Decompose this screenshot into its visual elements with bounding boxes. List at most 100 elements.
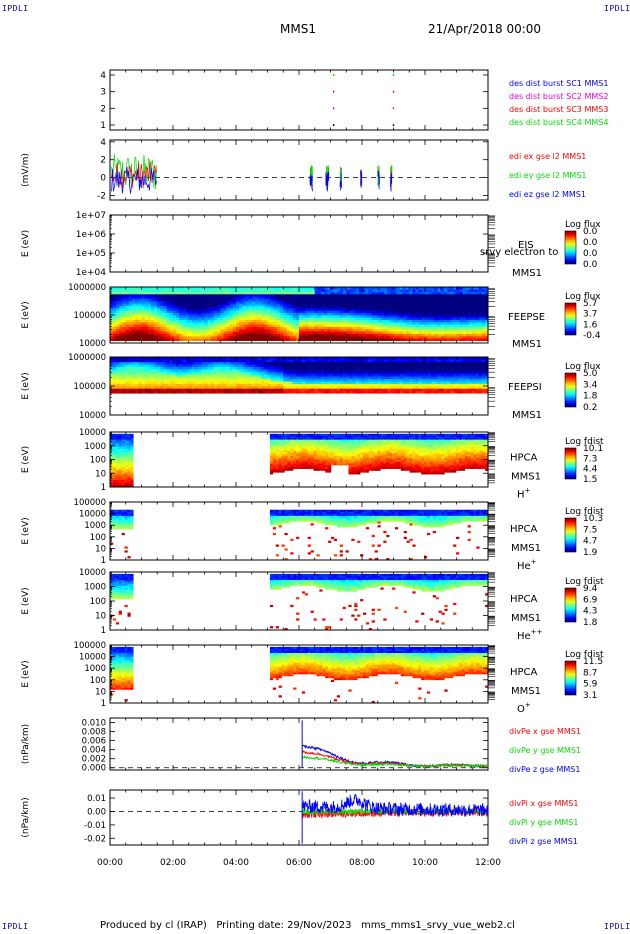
feepsi-cell xyxy=(371,376,375,380)
feepsi-cell xyxy=(276,361,281,365)
feepse-cell xyxy=(267,324,271,327)
feepse-cell xyxy=(317,333,322,337)
feepse-cell xyxy=(150,305,155,309)
feepse-cell xyxy=(132,324,136,327)
feepse-cell xyxy=(210,305,215,309)
feepse-cell xyxy=(295,322,300,325)
feepsi-cell xyxy=(343,390,347,394)
feepse-cell xyxy=(443,298,448,302)
feepsi-cell xyxy=(245,390,249,394)
feepse-cell xyxy=(273,308,278,311)
feepse-cell xyxy=(166,338,171,341)
feepse-cell xyxy=(362,298,366,302)
feepse-cell xyxy=(387,312,391,316)
feepse-cell xyxy=(150,322,155,325)
feepse-cell xyxy=(358,296,363,299)
feepsi-cell xyxy=(368,361,372,365)
feepse-cell xyxy=(453,312,457,316)
feepse-cell xyxy=(188,301,193,304)
feepsi-cell xyxy=(201,371,205,375)
feepsi-cell xyxy=(418,373,423,377)
feepsi-cell xyxy=(229,373,234,377)
feepse-cell xyxy=(122,326,127,330)
feepse-cell xyxy=(472,312,476,316)
feepse-cell xyxy=(116,329,120,332)
feepse-cell xyxy=(437,329,442,332)
feepse-cell xyxy=(163,329,167,332)
feepse-cell xyxy=(261,315,265,318)
feepse-cell xyxy=(450,296,454,299)
feepse-cell xyxy=(333,338,338,341)
feepse-cell xyxy=(321,319,325,323)
feepsi-cell xyxy=(437,359,442,363)
feepse-cell xyxy=(447,331,451,334)
feepse-cell xyxy=(166,287,171,290)
feepse-cell xyxy=(393,303,397,306)
feepse-cell xyxy=(150,296,155,299)
feepse-cell xyxy=(299,289,303,292)
feepsi-cell xyxy=(465,381,470,384)
feepse-cell xyxy=(368,315,372,318)
feepse-cell xyxy=(110,301,114,304)
feepsi-cell xyxy=(147,361,152,365)
feepsi-cell xyxy=(362,390,366,394)
feepsi-cell xyxy=(128,388,133,392)
feepsi-cell xyxy=(314,373,319,377)
feepsi-cell xyxy=(280,388,284,392)
feepse-cell xyxy=(160,333,164,337)
feepse-cell xyxy=(239,331,243,334)
feepse-cell xyxy=(201,319,205,323)
feepsi-cell xyxy=(459,383,464,387)
feepsi-cell xyxy=(295,369,300,372)
feepse-cell xyxy=(198,338,202,341)
feepse-cell xyxy=(299,303,303,306)
feepsi-cell xyxy=(154,381,158,384)
feepse-cell xyxy=(371,331,375,334)
feepse-cell xyxy=(349,312,353,316)
feepse-cell xyxy=(434,310,438,313)
feepse-cell xyxy=(421,331,426,334)
feepsi-cell xyxy=(267,386,271,389)
feepsi-cell xyxy=(339,386,344,389)
feepse-cell xyxy=(169,287,174,290)
feepse-cell xyxy=(393,329,397,332)
feepsi-cell xyxy=(384,386,388,389)
feepsi-cell xyxy=(116,364,120,367)
feepsi-cell xyxy=(333,386,338,389)
feepse-cell xyxy=(314,322,319,325)
feepse-cell xyxy=(182,322,186,325)
feepse-cell xyxy=(393,291,397,295)
feepse-cell xyxy=(478,333,482,337)
feepse-cell xyxy=(248,336,253,339)
feepsi-cell xyxy=(368,364,372,367)
feepsi-cell xyxy=(355,369,360,372)
feepse-cell xyxy=(346,301,350,304)
feepse-cell xyxy=(324,305,328,309)
feepsi-cell xyxy=(355,388,360,392)
feepsi-cell xyxy=(289,378,293,382)
feepse-cell xyxy=(481,322,486,325)
feepsi-cell xyxy=(270,361,275,365)
feepsi-cell xyxy=(314,364,319,367)
feepsi-cell xyxy=(160,383,164,387)
feepse-cell xyxy=(125,324,130,327)
feepse-cell xyxy=(248,322,253,325)
feepse-cell xyxy=(245,338,249,341)
feepsi-cell xyxy=(362,381,366,384)
feepsi-cell xyxy=(270,390,275,394)
feepse-cell xyxy=(418,303,423,306)
feepsi-cell xyxy=(453,366,457,370)
feepse-cell xyxy=(169,324,174,327)
feepsi-cell xyxy=(125,366,130,370)
feepse-cell xyxy=(299,329,303,332)
edi-series-line xyxy=(111,166,157,194)
feepsi-cell xyxy=(469,390,473,394)
feepsi-cell xyxy=(182,366,186,370)
feepse-cell xyxy=(292,331,297,334)
feepse-cell xyxy=(245,305,249,309)
feepsi-cell xyxy=(289,390,293,394)
feepse-cell xyxy=(453,319,457,323)
feepse-cell xyxy=(229,326,234,330)
feepse-cell xyxy=(173,322,177,325)
feepse-cell xyxy=(154,298,158,302)
